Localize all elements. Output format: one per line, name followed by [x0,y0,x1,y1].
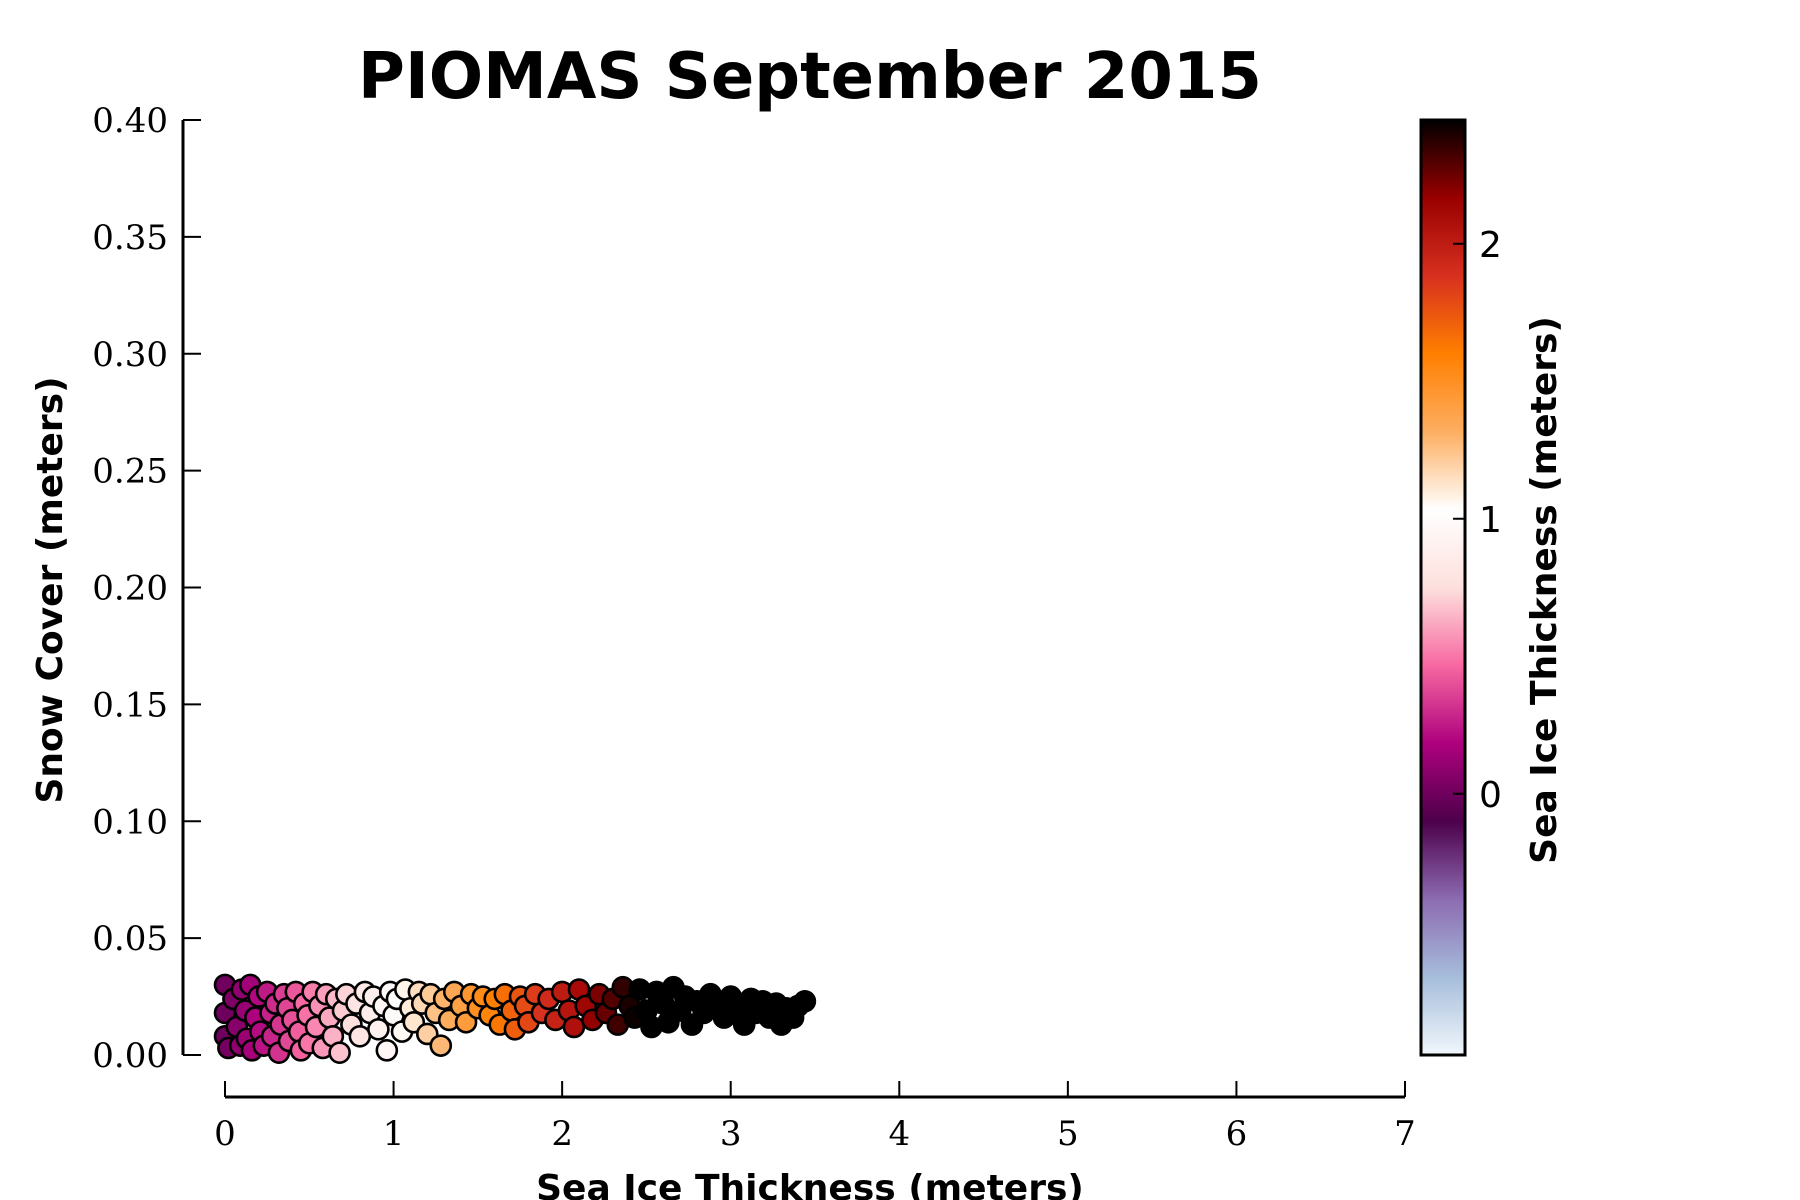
y-tick-label: 0.10 [92,802,168,842]
scatter-point [367,1017,390,1041]
colorbar-tick-label: 0 [1479,775,1502,816]
x-axis-label: Sea Ice Thickness (meters) [536,1168,1084,1200]
y-tick-label: 0.15 [92,685,168,725]
y-tick-label: 0.25 [92,452,168,492]
x-tick-label: 1 [383,1114,405,1154]
colorbar-tick-label: 2 [1479,225,1502,266]
scatter-point [328,1041,351,1064]
scatter-point [375,1039,399,1062]
x-tick-label: 3 [720,1114,742,1154]
colorbar-gradient [1419,118,1467,1057]
chart-title: PIOMAS September 2015 [358,40,1262,114]
x-tick-label: 6 [1226,1114,1248,1154]
scatter-point [793,989,817,1013]
x-tick-label: 0 [214,1114,236,1154]
colorbar: 0 1 2 [1419,118,1502,1057]
scatter-point [348,1025,372,1048]
y-tick-label: 0.00 [92,1036,168,1076]
scatter-point [429,1034,453,1057]
colorbar-tick-label: 1 [1479,500,1502,541]
y-axis-label: Snow Cover (meters) [30,376,71,803]
y-tick-label: 0.35 [92,218,168,258]
x-tick-label: 4 [888,1114,910,1154]
scatter-point [562,1015,586,1039]
y-tick-label: 0.30 [92,335,168,375]
x-tick-label: 2 [551,1114,573,1154]
x-tick-label: 7 [1394,1114,1416,1154]
y-tick-label: 0.20 [92,569,168,609]
y-tick-label: 0.05 [92,919,168,959]
y-tick-label: 0.40 [92,101,168,141]
x-tick-label: 5 [1057,1114,1079,1154]
scatter-points [213,973,817,1064]
colorbar-label: Sea Ice Thickness (meters) [1524,316,1565,864]
scatter-point [454,1010,478,1034]
axes: 0.00 0.05 0.10 0.15 0.20 0.25 0.30 0.35 0.40 0 1 2 3… [92,101,1416,1154]
